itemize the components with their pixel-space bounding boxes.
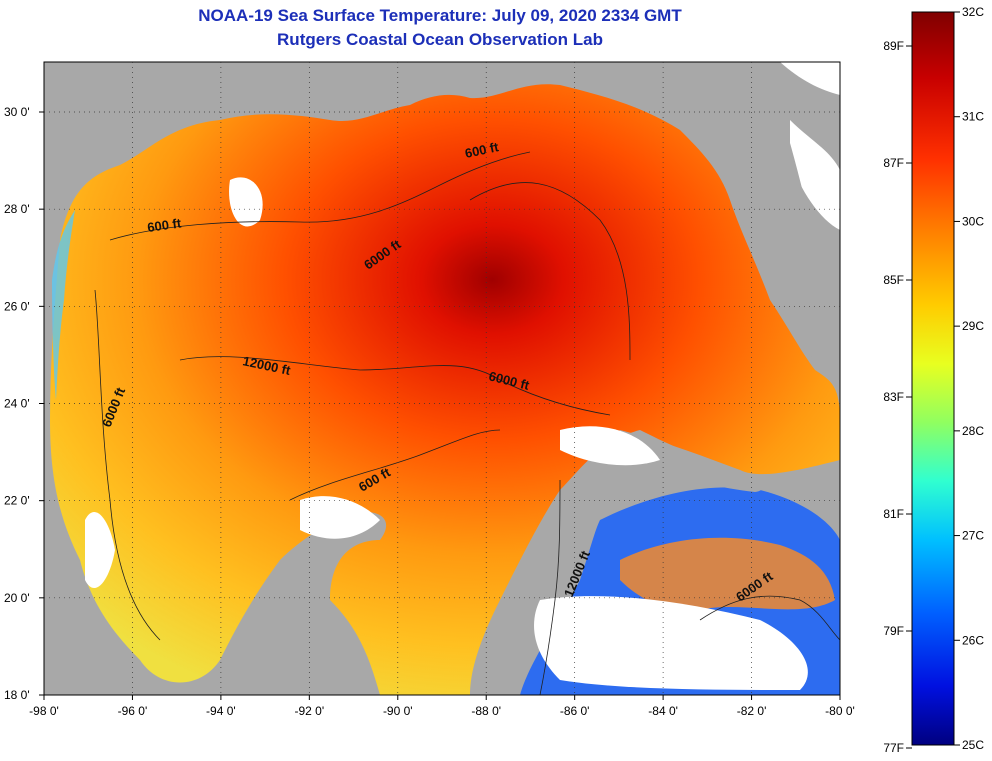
map-subtitle: Rutgers Coastal Ocean Observation Lab: [277, 30, 603, 49]
latitude-label: 24 0': [4, 397, 30, 411]
latitude-label: 26 0': [4, 299, 30, 313]
latitude-label: 28 0': [4, 202, 30, 216]
contour-label: 600 ft: [146, 215, 182, 235]
colorbar: [911, 11, 955, 746]
longitude-label: -92 0': [295, 704, 325, 718]
longitude-label: -90 0': [383, 704, 413, 718]
longitude-label: -94 0': [206, 704, 236, 718]
longitude-label: -88 0': [471, 704, 501, 718]
cloud-patches: [85, 62, 840, 690]
longitude-label: -82 0': [737, 704, 767, 718]
longitude-label: -98 0': [29, 704, 59, 718]
colorbar-celsius-labels: 32C 31C 30C 29C 28C 27C 26C 25C: [954, 5, 984, 752]
florida-land: [720, 110, 840, 363]
map-area: [44, 62, 840, 695]
gulf-water: [50, 84, 840, 695]
colorbar-celsius-label: 25C: [962, 738, 984, 752]
colorbar-fahrenheit-label: 89F: [883, 39, 904, 53]
longitude-label: -96 0': [118, 704, 148, 718]
colorbar-celsius-label: 31C: [962, 110, 984, 124]
map-border: [43, 61, 841, 696]
latitude-label: 20 0': [4, 591, 30, 605]
colorbar-fahrenheit-label: 87F: [883, 156, 904, 170]
colorbar-fahrenheit-label: 77F: [883, 741, 904, 755]
lat-lon-grid: [39, 62, 841, 700]
map-title: NOAA-19 Sea Surface Temperature: July 09…: [198, 6, 682, 25]
colorbar-celsius-label: 27C: [962, 529, 984, 543]
latitude-labels: 30 0' 28 0' 26 0' 24 0' 22 0' 20 0' 18 0': [4, 105, 30, 702]
colorbar-fahrenheit-labels: 89F 87F 85F 83F 81F 79F 77F: [883, 39, 912, 755]
colorbar-celsius-label: 28C: [962, 424, 984, 438]
latitude-label: 18 0': [4, 688, 30, 702]
colorbar-celsius-label: 32C: [962, 5, 984, 19]
longitude-labels: -98 0' -96 0' -94 0' -92 0' -90 0' -88 0' -86 …: [29, 704, 855, 718]
colorbar-fahrenheit-label: 85F: [883, 273, 904, 287]
longitude-label: -86 0': [560, 704, 590, 718]
longitude-label: -84 0': [648, 704, 678, 718]
longitude-label: -80 0': [825, 704, 855, 718]
colorbar-celsius-label: 26C: [962, 633, 984, 647]
colorbar-fahrenheit-label: 81F: [883, 507, 904, 521]
latitude-label: 30 0': [4, 105, 30, 119]
coastal-cool-water: [52, 210, 75, 400]
depth-contours: [94, 151, 840, 695]
contour-label: 600 ft: [464, 139, 501, 161]
colorbar-fahrenheit-label: 79F: [883, 624, 904, 638]
colorbar-celsius-label: 29C: [962, 319, 984, 333]
caribbean-warm: [620, 537, 835, 611]
colorbar-celsius-label: 30C: [962, 214, 984, 228]
colorbar-fahrenheit-label: 83F: [883, 390, 904, 404]
latitude-label: 22 0': [4, 494, 30, 508]
